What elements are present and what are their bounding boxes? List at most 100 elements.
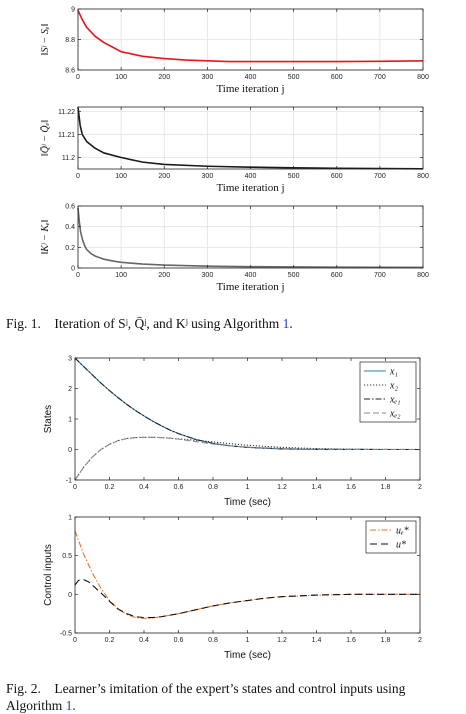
legend-entry: u* xyxy=(396,540,406,551)
y-tick-label: 0 xyxy=(71,266,75,273)
legend-entry: x₂ xyxy=(389,381,398,392)
y-tick-label: 9 xyxy=(71,7,75,14)
x-tick-label: 0 xyxy=(76,173,80,180)
y-tick-label: 11.21 xyxy=(58,132,75,139)
x-tick-label: 0.4 xyxy=(139,637,149,644)
y-axis-label: States xyxy=(43,405,54,433)
legend-entry: uₑ* xyxy=(396,526,409,537)
x-tick-label: 800 xyxy=(417,272,429,279)
x-tick-label: 0.4 xyxy=(139,484,149,491)
y-tick-label: 11.22 xyxy=(58,109,75,116)
x-tick-label: 100 xyxy=(115,173,127,180)
x-tick-label: 1.6 xyxy=(346,484,356,491)
x-tick-label: 500 xyxy=(288,272,300,279)
series-line-4 xyxy=(74,436,421,481)
x-tick-label: 100 xyxy=(115,272,127,279)
figure-2-text: Learner’s imitation of the expert’s stat… xyxy=(6,681,406,713)
legend: x₁ x₂ xₑ₁ xₑ₂ xyxy=(359,361,417,423)
x-tick-label: 400 xyxy=(245,272,257,279)
x-tick-label: 500 xyxy=(288,74,300,81)
algorithm-reference-link[interactable]: 1 xyxy=(65,698,73,713)
y-tick-label: 0.5 xyxy=(62,553,72,560)
figure-1-caption: Fig. 1. Iteration of Sʲ, Q̄ʲ, and Kʲ usi… xyxy=(6,315,456,332)
legend-entry: x₁ xyxy=(389,367,398,378)
series-line-1 xyxy=(77,10,424,63)
x-tick-label: 0.8 xyxy=(208,484,218,491)
x-tick-label: 200 xyxy=(158,173,170,180)
legend-entry: xₑ₁ xyxy=(389,395,401,406)
y-tick-label: 0.6 xyxy=(65,204,75,211)
x-axis-label: Time iteration j xyxy=(216,83,284,95)
x-tick-label: 300 xyxy=(202,272,214,279)
chart-panel-2: 0 100 200 300 400 500 600 700 800 11.2 11.21 11.22 T… xyxy=(39,106,429,194)
y-tick-label: 11.2 xyxy=(62,155,75,162)
x-tick-label: 1.4 xyxy=(312,637,322,644)
legend-box xyxy=(365,520,417,554)
y-tick-label: 0 xyxy=(68,592,72,599)
legend-entry: xₑ₂ xyxy=(389,409,401,420)
x-tick-label: 0.2 xyxy=(105,484,115,491)
y-axis-label: ‖Q̄ʲ − Q̄ₑ‖ xyxy=(39,120,51,156)
y-tick-label: 1 xyxy=(68,515,72,522)
figure-1-text: Iteration of Sʲ, Q̄ʲ, and Kʲ using Algor… xyxy=(54,316,283,331)
y-tick-label: 0.4 xyxy=(65,224,75,231)
y-axis-label: ‖Kʲ − Kₑ‖ xyxy=(40,219,51,254)
figure-2-caption: Fig. 2. Learner’s imitation of the exper… xyxy=(6,680,461,714)
figure-1-label: Fig. 1. xyxy=(6,316,41,331)
figure-2-period: . xyxy=(72,698,76,713)
x-tick-label: 300 xyxy=(202,173,214,180)
y-tick-label: 8.6 xyxy=(65,68,75,75)
algorithm-reference-link[interactable]: 1 xyxy=(282,316,290,331)
figure-1-period: . xyxy=(289,316,293,331)
x-axis-label: Time iteration j xyxy=(216,281,284,293)
x-tick-label: 0.2 xyxy=(105,637,115,644)
x-tick-label: 500 xyxy=(288,173,300,180)
figure-2-label: Fig. 2. xyxy=(6,681,41,696)
x-tick-label: 600 xyxy=(331,173,343,180)
y-tick-label: 3 xyxy=(68,356,72,363)
series-line-2 xyxy=(74,436,421,481)
x-tick-label: 400 xyxy=(245,74,257,81)
x-tick-label: 2 xyxy=(418,637,422,644)
x-tick-label: 1 xyxy=(246,484,250,491)
series-line-1 xyxy=(77,106,424,170)
x-tick-label: 0 xyxy=(76,272,80,279)
x-tick-label: 0 xyxy=(73,484,77,491)
x-tick-label: 1.2 xyxy=(277,637,287,644)
y-tick-label: 1 xyxy=(68,417,72,424)
x-tick-label: 0.6 xyxy=(174,484,184,491)
series-line-2 xyxy=(74,579,420,619)
x-tick-label: 800 xyxy=(417,74,429,81)
y-tick-label: 2 xyxy=(68,386,72,393)
x-tick-label: 200 xyxy=(158,74,170,81)
x-axis-label: Time (sec) xyxy=(224,650,271,661)
x-tick-label: 600 xyxy=(331,74,343,81)
x-axis-label: Time (sec) xyxy=(224,497,271,508)
x-tick-label: 1.6 xyxy=(346,637,356,644)
x-tick-label: 100 xyxy=(115,74,127,81)
x-tick-label: 400 xyxy=(245,173,257,180)
x-tick-label: 2 xyxy=(418,484,422,491)
y-tick-label: 0 xyxy=(68,447,72,454)
x-tick-label: 700 xyxy=(374,173,386,180)
x-tick-label: 0.8 xyxy=(208,637,218,644)
x-tick-label: 0 xyxy=(73,637,77,644)
x-tick-label: 1.4 xyxy=(312,484,322,491)
chart-panel-5: 0 0.2 0.4 0.6 0.8 1 1.2 1.4 1.6 1.8 2-0.500.51Time… xyxy=(43,515,422,662)
x-axis-label: Time iteration j xyxy=(216,182,284,194)
chart-panel-3: 0 100 200 300 400 500 600 700 800 0 0.2 0.4 0.6 Time … xyxy=(40,204,429,294)
x-tick-label: 0.6 xyxy=(174,637,184,644)
series-line-1 xyxy=(74,357,420,451)
x-tick-label: 800 xyxy=(417,173,429,180)
y-axis-label: ‖Sʲ − Sₑ‖ xyxy=(40,23,51,55)
legend: uₑ* u* xyxy=(365,520,417,554)
y-tick-label: -1 xyxy=(66,478,72,485)
x-tick-label: 300 xyxy=(202,74,214,81)
x-tick-label: 1.8 xyxy=(381,484,391,491)
y-axis-label: Control inputs xyxy=(43,544,54,606)
x-tick-label: 1.2 xyxy=(277,484,287,491)
x-tick-label: 200 xyxy=(158,272,170,279)
x-tick-label: 1.8 xyxy=(381,637,391,644)
